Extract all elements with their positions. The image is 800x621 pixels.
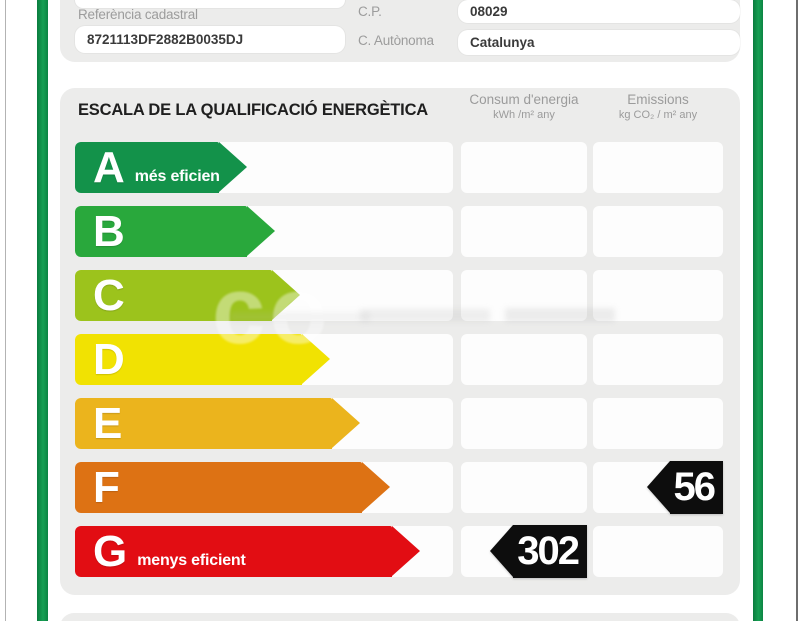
consum-header-title: Consum d'energia: [469, 92, 579, 107]
badge-arrow-tip: [490, 525, 514, 577]
green-accent-bar-right: [753, 0, 763, 621]
cp-input[interactable]: 08029: [458, 0, 740, 23]
truncated-input-stub[interactable]: [75, 0, 345, 8]
rating-arrow: A més eficient: [75, 142, 247, 193]
emissions-column-header: Emissions kg CO₂ / m² any: [585, 92, 731, 123]
consum-cell: [461, 270, 587, 321]
rating-arrow: G menys eficient: [75, 526, 420, 577]
consum-value: 302: [513, 525, 587, 578]
comunitat-autonoma-label: C. Autònoma: [358, 33, 434, 48]
rating-letter: D: [93, 335, 125, 384]
consum-header-unit: kWh /m² any: [493, 108, 555, 121]
emissions-cell: [593, 270, 723, 321]
consum-cell: [461, 206, 587, 257]
rating-arrow: D: [75, 334, 330, 385]
rating-letter: G: [93, 527, 127, 576]
rating-letter: A: [93, 143, 125, 192]
rating-arrow: B: [75, 206, 275, 257]
rating-arrow-tip: [247, 206, 275, 256]
rating-note: menys eficient: [137, 552, 246, 569]
rating-row: A més eficient: [60, 142, 740, 193]
emissions-value: 56: [669, 461, 723, 514]
rating-letter: C: [93, 271, 125, 320]
emissions-cell: [593, 398, 723, 449]
cadastral-fields-panel: Referència cadastral 8721113DF2882B0035D…: [60, 0, 740, 62]
rating-arrow-tip: [362, 462, 390, 512]
rating-row: B: [60, 206, 740, 257]
emissions-header-unit: kg CO₂ / m² any: [618, 108, 698, 121]
emissions-cell: [593, 142, 723, 193]
rating-letter: E: [93, 399, 122, 448]
next-section-panel: [60, 613, 740, 621]
emissions-cell: [593, 526, 723, 577]
consum-value-badge: 302: [490, 525, 587, 578]
rating-arrow-tip: [302, 334, 330, 384]
rating-row: C: [60, 270, 740, 321]
ref-cadastral-label: Referència cadastral: [78, 7, 198, 22]
emissions-cell: [593, 206, 723, 257]
cp-label: C.P.: [358, 4, 382, 19]
consum-cell: [461, 462, 587, 513]
badge-arrow-tip: [646, 461, 670, 513]
comunitat-autonoma-input[interactable]: Catalunya: [458, 30, 740, 55]
rating-row: E: [60, 398, 740, 449]
rating-arrow-tip: [392, 526, 420, 576]
rating-arrow: C: [75, 270, 300, 321]
rating-letter: B: [93, 207, 125, 256]
scale-title: ESCALA DE LA QUALIFICACIÓ ENERGÈTICA: [78, 101, 428, 119]
emissions-cell: [593, 334, 723, 385]
consum-cell: [461, 142, 587, 193]
emissions-header-title: Emissions: [627, 92, 689, 107]
rating-arrow: E: [75, 398, 360, 449]
emissions-value-badge: 56: [646, 461, 723, 514]
consum-column-header: Consum d'energia kWh /m² any: [453, 92, 595, 123]
page-border-right: [796, 0, 798, 621]
rating-arrow-tip: [219, 142, 247, 192]
green-accent-bar-left: [37, 0, 48, 621]
rating-row: F: [60, 462, 740, 513]
consum-cell: [461, 334, 587, 385]
rating-row: D: [60, 334, 740, 385]
energy-scale-panel: ESCALA DE LA QUALIFICACIÓ ENERGÈTICA Con…: [60, 88, 740, 595]
consum-cell: [461, 398, 587, 449]
rating-row: G menys eficient: [60, 526, 740, 577]
rating-arrow: F: [75, 462, 390, 513]
rating-arrow-tip: [272, 270, 300, 320]
page-border-left: [5, 0, 6, 621]
rating-letter: F: [93, 463, 120, 512]
ref-cadastral-input[interactable]: 8721113DF2882B0035DJ: [75, 26, 345, 53]
rating-note: més eficient: [134, 168, 225, 185]
rating-arrow-tip: [332, 398, 360, 448]
